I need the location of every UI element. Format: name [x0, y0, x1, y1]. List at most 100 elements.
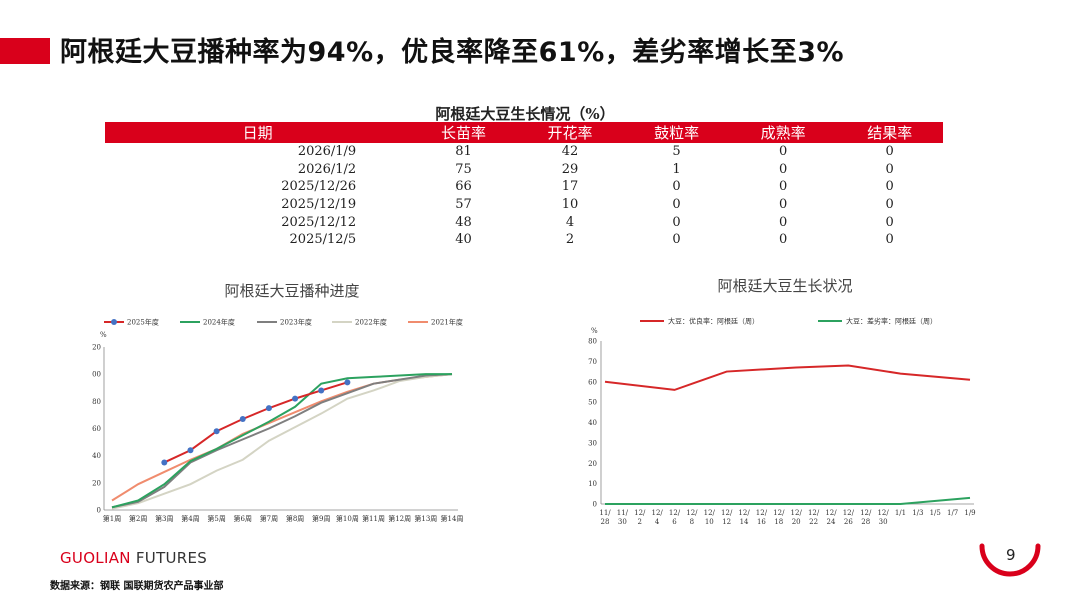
x-tick-label: 11/: [617, 509, 629, 517]
cell-value: 0: [885, 197, 894, 213]
headline-accent-bar: [0, 38, 50, 64]
crop-condition-plot: 大豆：优良率：阿根廷（周） 大豆：差劣率：阿根廷（周）% 0 10 20 30 40 50 60…: [588, 317, 976, 527]
x-tick-label: 11/: [599, 509, 611, 517]
x-tick-label: 12/: [756, 509, 768, 517]
cell-value: 0: [885, 232, 894, 248]
y-tick-label: 0: [97, 507, 101, 515]
x-tick-label-line2: 14: [740, 518, 749, 526]
x-tick-label: 第9周: [312, 514, 330, 523]
legend-label: 2021年度: [431, 318, 463, 327]
x-tick-label: 12/: [791, 509, 803, 517]
x-tick-label: 12/: [860, 509, 872, 517]
data-source-note: 数据来源：钢联 国联期货农产品事业部: [50, 581, 224, 592]
x-tick-label: 第6周: [234, 514, 252, 523]
y-tick-label: 20: [588, 460, 597, 468]
x-tick-label: 第5周: [207, 514, 225, 523]
x-tick-label: 12/: [634, 509, 646, 517]
cell-value: 0: [885, 179, 894, 195]
cell-value: 4: [565, 214, 575, 230]
series-line-大豆：优良率：阿根廷（周）: [604, 364, 971, 391]
data-point: [239, 415, 246, 422]
table-row: 2025/12/5 40 2 0 0 0: [105, 231, 943, 249]
series-line-2024年度: [111, 373, 452, 509]
x-tick-label-line2: 20: [792, 518, 801, 526]
y-tick-label: 70: [588, 358, 597, 366]
company-logo: GUOLIAN FUTURES: [60, 549, 207, 567]
y-tick-label: 60: [588, 378, 597, 386]
col-header-flowering: 开花率: [516, 122, 624, 143]
x-tick-label: 12/: [825, 509, 837, 517]
cell-value: 2: [565, 232, 575, 248]
y-tick-label: 120: [92, 344, 101, 352]
x-tick-label: 第7周: [260, 514, 278, 523]
cell-value: 1: [672, 161, 681, 177]
x-tick-label-line2: 12: [722, 518, 731, 526]
cell-value: 29: [561, 161, 579, 177]
legend-label: 2025年度: [127, 318, 159, 327]
x-tick-label-line2: 30: [879, 518, 888, 526]
x-tick-label-line2: 18: [774, 518, 783, 526]
table-header-row: 日期 长苗率 开花率 鼓粒率 成熟率 结果率: [105, 122, 943, 143]
y-tick-label: 10: [588, 480, 597, 488]
x-tick-label: 12/: [721, 509, 733, 517]
x-tick-label: 第3周: [155, 514, 173, 523]
x-tick-label: 1/9: [964, 509, 975, 517]
page-number: 9: [1006, 546, 1016, 564]
x-tick-label: 12/: [877, 509, 889, 517]
x-tick-label: 第4周: [181, 514, 199, 523]
chart-title: 阿根廷大豆生长状况: [717, 277, 853, 295]
x-tick-label: 12/: [808, 509, 820, 517]
y-tick-label: 80: [92, 398, 101, 406]
table-row: 2026/1/9 81 42 5 0 0: [105, 143, 943, 161]
x-tick-label: 第2周: [129, 514, 147, 523]
data-point: [265, 405, 272, 412]
data-point: [213, 428, 220, 435]
x-tick-label-line2: 28: [601, 518, 610, 526]
cell-value: 75: [455, 161, 472, 177]
x-tick-label: 第10周: [336, 514, 359, 523]
table-title: 阿根廷大豆生长情况（%）: [435, 105, 615, 123]
cell-value: 0: [885, 144, 894, 160]
chart-title: 阿根廷大豆播种进度: [224, 282, 360, 300]
x-tick-label: 第14周: [441, 514, 464, 523]
data-point: [344, 379, 351, 386]
cell-value: 66: [455, 179, 472, 195]
cell-value: 17: [561, 179, 579, 195]
cell-value: 0: [672, 214, 681, 230]
x-tick-label: 1/7: [947, 509, 958, 517]
x-tick-label: 12/: [686, 509, 698, 517]
x-tick-label: 12/: [704, 509, 716, 517]
cell-value: 0: [672, 232, 681, 248]
data-point: [187, 447, 194, 454]
page-number-arc-icon: [979, 543, 1041, 577]
series-line-2021年度: [111, 373, 453, 502]
y-tick-label: 40: [588, 419, 597, 427]
legend-label: 2022年度: [355, 318, 387, 327]
legend-label: 2023年度: [280, 318, 312, 327]
cell-date: 2025/12/5: [289, 232, 357, 248]
table-row: 2025/12/26 66 17 0 0 0: [105, 178, 943, 196]
legend-label: 大豆：差劣率：阿根廷（周）: [846, 317, 937, 326]
y-axis-unit: %: [100, 331, 107, 339]
page-headline: 阿根廷大豆播种率为94%，优良率降至61%，差劣率增长至3%: [60, 37, 845, 68]
x-tick-label-line2: 4: [655, 518, 660, 526]
cell-value: 48: [455, 214, 472, 230]
x-tick-label: 第1周: [103, 514, 121, 523]
cell-value: 0: [778, 161, 788, 177]
x-tick-label: 第13周: [414, 514, 437, 523]
col-header-date: 日期: [105, 122, 411, 143]
cell-value: 0: [778, 232, 788, 248]
x-tick-label-line2: 30: [618, 518, 627, 526]
x-tick-label-line2: 24: [826, 518, 835, 526]
cell-value: 0: [672, 197, 681, 213]
x-tick-label: 12/: [773, 509, 785, 517]
cell-value: 42: [561, 144, 579, 160]
x-tick-label: 12/: [843, 509, 855, 517]
x-tick-label-line2: 10: [705, 518, 714, 526]
x-tick-label-line2: 16: [757, 518, 766, 526]
crop-condition-chart: 阿根廷大豆生长状况 大豆：优良率：阿根廷（周） 大豆：差劣率：阿根廷（周）% 0 10…: [570, 275, 1000, 535]
cell-value: 0: [885, 161, 894, 177]
x-tick-label: 第8周: [286, 514, 304, 523]
cell-value: 57: [455, 197, 472, 213]
x-tick-label-line2: 28: [861, 518, 870, 526]
